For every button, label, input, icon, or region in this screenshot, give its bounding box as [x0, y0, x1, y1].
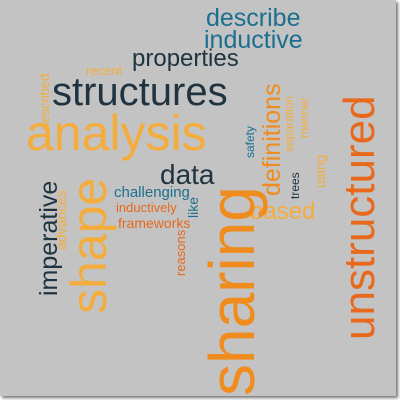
word-data: data: [160, 159, 215, 190]
word-describe: describe: [206, 4, 301, 32]
word-unstructured: unstructured: [335, 95, 384, 340]
word-based: based: [250, 198, 316, 225]
word-properties: properties: [132, 45, 239, 72]
word-structures: structures: [52, 70, 228, 114]
word-described: described: [37, 73, 52, 130]
word-safety: safety: [243, 125, 257, 158]
word-inductive: inductive: [204, 26, 303, 54]
word-shape: shape: [61, 177, 117, 314]
word-manner: manner: [297, 97, 311, 138]
word-reasons: reasons: [173, 229, 188, 276]
word-recent: recent: [86, 63, 123, 78]
word-separation: separation: [282, 95, 296, 152]
word-challenging: challenging: [114, 184, 190, 201]
word-inductively: inductively: [116, 200, 177, 215]
word-sharing: sharing: [196, 186, 268, 396]
word-frameworks: frameworks: [118, 215, 191, 231]
word-analysis: analysis: [26, 105, 207, 161]
word-trees: trees: [288, 172, 302, 199]
word-using: using: [312, 154, 328, 188]
